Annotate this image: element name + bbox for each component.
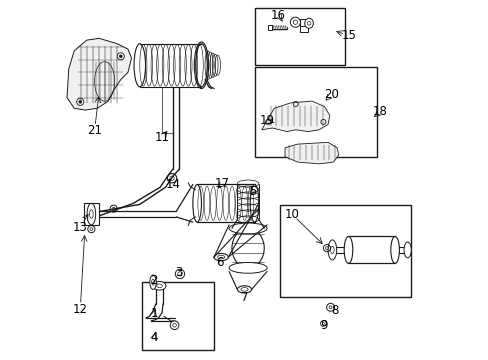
Text: 21: 21 xyxy=(87,124,102,137)
Bar xyxy=(255,8,344,65)
Bar xyxy=(142,282,214,350)
Ellipse shape xyxy=(237,286,251,293)
Polygon shape xyxy=(67,39,131,110)
Polygon shape xyxy=(285,142,338,164)
Text: 9: 9 xyxy=(320,319,327,332)
Ellipse shape xyxy=(228,262,266,273)
Text: 20: 20 xyxy=(323,88,338,101)
Ellipse shape xyxy=(390,237,399,264)
Ellipse shape xyxy=(87,203,96,225)
Ellipse shape xyxy=(403,242,410,258)
Text: 18: 18 xyxy=(372,105,386,118)
Ellipse shape xyxy=(153,282,165,290)
Circle shape xyxy=(320,320,325,326)
Circle shape xyxy=(119,55,122,58)
Text: 13: 13 xyxy=(73,221,87,234)
Circle shape xyxy=(290,17,300,27)
Ellipse shape xyxy=(192,184,201,222)
Bar xyxy=(300,19,307,26)
Text: 12: 12 xyxy=(73,303,87,316)
Text: 19: 19 xyxy=(259,114,274,127)
Text: 6: 6 xyxy=(216,256,224,269)
Circle shape xyxy=(175,269,184,279)
Circle shape xyxy=(170,321,179,329)
Text: 8: 8 xyxy=(330,305,338,318)
Text: 10: 10 xyxy=(284,208,299,221)
Circle shape xyxy=(79,100,81,103)
Bar xyxy=(255,67,376,157)
Text: 16: 16 xyxy=(270,9,285,22)
Ellipse shape xyxy=(344,237,352,264)
Bar xyxy=(267,25,271,31)
Bar xyxy=(280,205,410,297)
Text: 11: 11 xyxy=(154,131,169,144)
Text: 1: 1 xyxy=(150,307,158,320)
Text: 15: 15 xyxy=(341,29,356,42)
Bar xyxy=(300,26,307,32)
Ellipse shape xyxy=(149,275,156,289)
Circle shape xyxy=(326,303,334,311)
Ellipse shape xyxy=(304,18,313,28)
Bar xyxy=(84,203,99,225)
Ellipse shape xyxy=(327,240,336,260)
Ellipse shape xyxy=(228,223,266,234)
Polygon shape xyxy=(261,101,329,132)
Ellipse shape xyxy=(231,228,264,268)
Text: 4: 4 xyxy=(150,330,158,343)
Text: 3: 3 xyxy=(175,266,183,279)
Text: 2: 2 xyxy=(150,274,158,287)
Text: 5: 5 xyxy=(248,185,256,198)
Ellipse shape xyxy=(134,44,145,87)
Text: 7: 7 xyxy=(241,291,248,304)
Text: 17: 17 xyxy=(214,177,229,190)
Text: 14: 14 xyxy=(165,178,180,191)
Ellipse shape xyxy=(250,184,258,222)
Ellipse shape xyxy=(214,253,228,261)
Ellipse shape xyxy=(195,44,207,87)
